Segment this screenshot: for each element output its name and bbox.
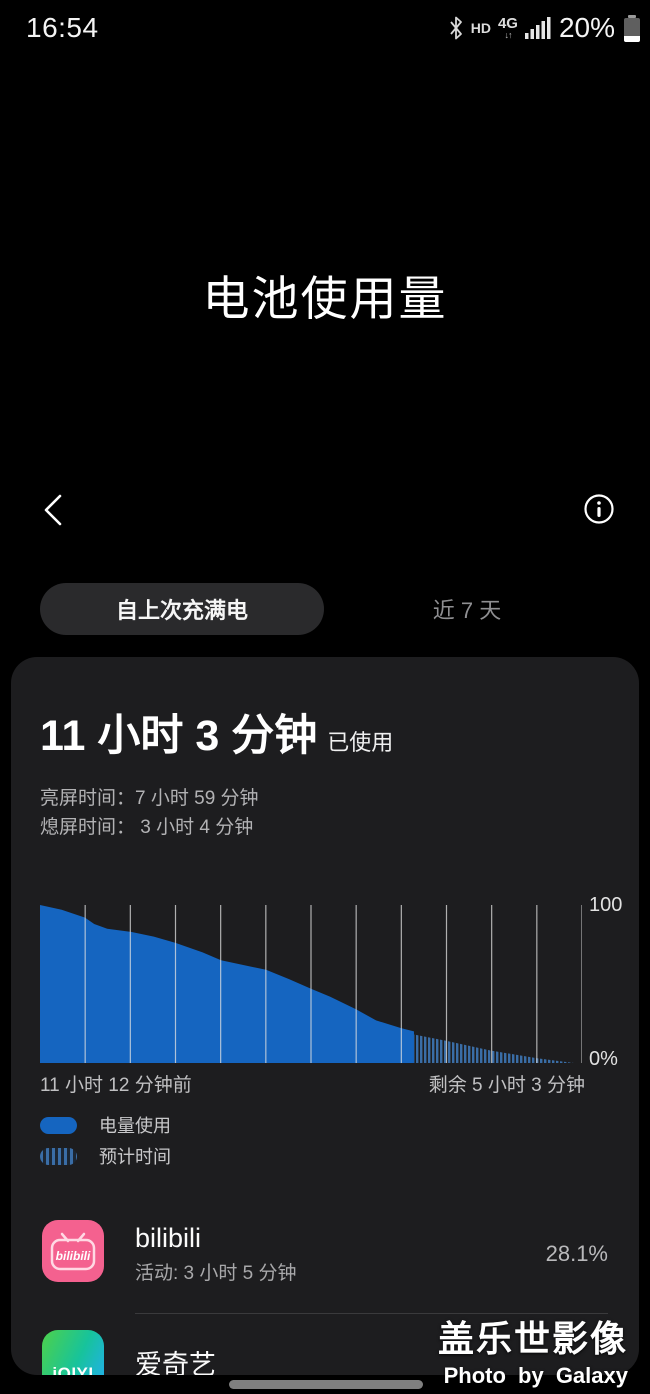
usage-duration: 11 小时 3 分钟 bbox=[40, 712, 318, 760]
app-row-bilibili-name[interactable]: bilibili bbox=[135, 1223, 202, 1253]
back-button[interactable] bbox=[34, 488, 74, 532]
forecast-label: 预计时间 bbox=[99, 1147, 171, 1167]
iqiyi-logo-text: iQIYI bbox=[52, 1364, 94, 1375]
app-bar bbox=[0, 482, 650, 538]
svg-text:bilibili: bilibili bbox=[56, 1249, 91, 1263]
iqiyi-app-icon[interactable]: iQIYI bbox=[42, 1330, 104, 1375]
app-row-iqiyi-name[interactable]: 爱奇艺 bbox=[135, 1350, 216, 1375]
battery-usage-card: 11 小时 3 分钟 已使用 亮屏时间：7 小时 59 分钟 熄屏时间： 3 小时… bbox=[11, 657, 639, 1375]
x-axis-labels: 11 小时 12 分钟前 剩余 5 小时 3 分钟 bbox=[40, 1070, 585, 1097]
list-divider bbox=[135, 1313, 608, 1314]
forecast-swatch bbox=[40, 1147, 77, 1165]
battery-percent-text: 20% bbox=[558, 12, 615, 43]
watermark-cn: 盖乐世影像 bbox=[437, 1318, 628, 1359]
y-axis-max-label: 100 bbox=[589, 894, 623, 916]
tab-bar: 自上次充满电 近 7 天 bbox=[0, 583, 650, 635]
watermark-en: Photo by Galaxy bbox=[443, 1363, 628, 1388]
signal-strength-icon bbox=[524, 17, 551, 39]
tab-last-7-days[interactable]: 近 7 天 bbox=[432, 598, 502, 623]
battery-chart bbox=[40, 905, 582, 1063]
status-icons: HD 4G ↓↑ 20% bbox=[448, 12, 640, 44]
usage-summary: 11 小时 3 分钟 已使用 bbox=[40, 701, 393, 763]
info-icon bbox=[584, 494, 614, 524]
app-row-bilibili-percent: 28.1% bbox=[545, 1241, 608, 1266]
chevron-left-icon bbox=[44, 494, 62, 526]
status-bar: 16:54 HD 4G ↓↑ 20% bbox=[0, 0, 650, 56]
bilibili-logo-icon: bilibili bbox=[50, 1232, 96, 1271]
navigation-handle[interactable] bbox=[229, 1380, 423, 1389]
chart-end-label: 剩余 5 小时 3 分钟 bbox=[428, 1075, 585, 1096]
legend-forecast: 预计时间 bbox=[40, 1143, 171, 1169]
chart-start-label: 11 小时 12 分钟前 bbox=[40, 1075, 192, 1096]
clock: 16:54 bbox=[26, 12, 99, 43]
mobile-network-icon: 4G ↓↑ bbox=[497, 15, 518, 40]
usage-label: 电量使用 bbox=[99, 1116, 171, 1136]
legend-usage: 电量使用 bbox=[40, 1112, 171, 1138]
usage-suffix: 已使用 bbox=[327, 730, 394, 755]
screen-off-time: 熄屏时间： 3 小时 4 分钟 bbox=[40, 817, 254, 838]
screen-on-time: 亮屏时间：7 小时 59 分钟 bbox=[40, 788, 259, 809]
bluetooth-icon bbox=[450, 16, 462, 40]
bilibili-app-icon[interactable]: bilibili bbox=[42, 1220, 104, 1282]
y-axis-min-label: 0% bbox=[589, 1048, 618, 1070]
usage-swatch bbox=[40, 1116, 77, 1134]
app-row-bilibili-detail: 活动: 3 小时 5 分钟 bbox=[135, 1263, 297, 1284]
tab-since-full-charge[interactable]: 自上次充满电 bbox=[40, 583, 324, 635]
info-button[interactable] bbox=[582, 492, 616, 526]
photo-watermark: 盖乐世影像 Photo by Galaxy bbox=[438, 1310, 628, 1389]
page-title: 电池使用量 bbox=[202, 272, 448, 325]
hd-voice-icon: HD bbox=[470, 20, 491, 36]
battery-icon bbox=[624, 14, 640, 42]
